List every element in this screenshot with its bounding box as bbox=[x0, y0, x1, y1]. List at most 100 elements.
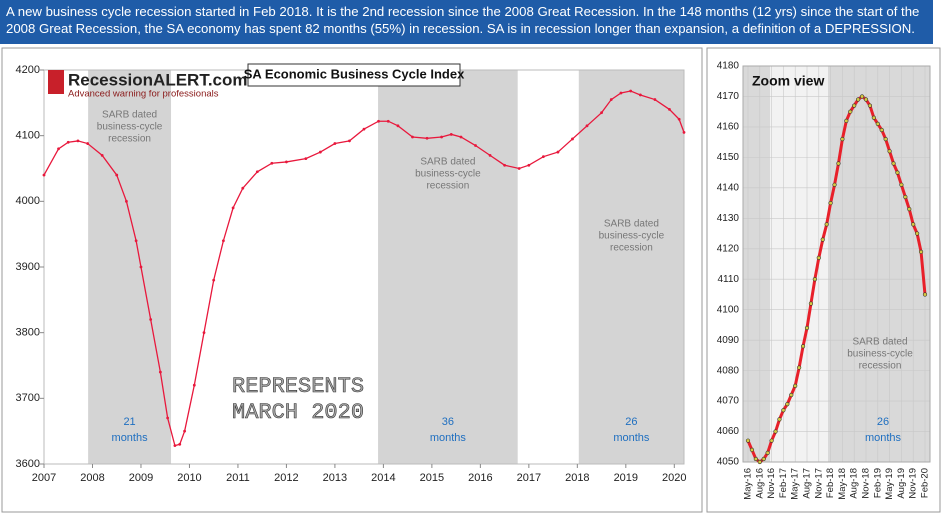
point bbox=[42, 173, 46, 177]
point bbox=[556, 150, 560, 154]
point bbox=[440, 135, 443, 139]
x-tick-label: May-18 bbox=[837, 468, 848, 500]
point bbox=[653, 98, 657, 101]
plot-frame bbox=[742, 65, 931, 463]
point bbox=[173, 444, 177, 448]
x-tick-label: Nov-18 bbox=[861, 468, 872, 499]
point bbox=[677, 117, 681, 121]
point bbox=[221, 239, 225, 243]
point bbox=[895, 170, 900, 175]
x-tick-label: Feb-18 bbox=[825, 468, 836, 498]
recession-label: business-cycle bbox=[415, 169, 481, 180]
series-line bbox=[746, 94, 927, 464]
y-tick-label: 4100 bbox=[16, 130, 40, 142]
point bbox=[812, 277, 817, 282]
recession-unit: months bbox=[430, 432, 467, 444]
recession-label: recession bbox=[859, 361, 902, 372]
point bbox=[619, 91, 623, 95]
point bbox=[856, 97, 861, 102]
recession-months: 26 bbox=[625, 416, 637, 428]
point bbox=[668, 108, 671, 111]
title-box bbox=[247, 63, 461, 87]
point bbox=[844, 118, 849, 123]
point bbox=[270, 161, 274, 165]
point bbox=[840, 137, 845, 142]
point bbox=[202, 331, 206, 335]
series-line bbox=[43, 90, 685, 447]
recession-shade bbox=[88, 70, 172, 464]
point bbox=[804, 325, 810, 331]
logo: RecessionALERT.com bbox=[68, 70, 248, 89]
point bbox=[761, 456, 766, 462]
point bbox=[911, 222, 916, 227]
point bbox=[449, 132, 453, 136]
point bbox=[527, 163, 531, 167]
y-tick-label: 4050 bbox=[717, 457, 740, 468]
recession-label: recession bbox=[610, 243, 653, 254]
x-tick-label: Feb-17 bbox=[778, 468, 789, 498]
point bbox=[797, 365, 802, 370]
point bbox=[386, 119, 390, 123]
x-tick-label: 2007 bbox=[32, 472, 56, 484]
recession-label: business-cycle bbox=[599, 231, 665, 242]
x-tick-label: 2011 bbox=[226, 472, 250, 484]
point bbox=[867, 103, 873, 108]
point bbox=[765, 450, 770, 455]
point bbox=[824, 222, 829, 227]
point bbox=[773, 429, 778, 434]
point bbox=[899, 182, 904, 187]
point bbox=[749, 447, 755, 452]
point bbox=[348, 139, 351, 143]
point bbox=[638, 93, 642, 97]
point bbox=[879, 127, 884, 133]
y-tick-label: 4090 bbox=[717, 335, 740, 346]
point bbox=[125, 199, 128, 203]
point bbox=[57, 147, 60, 151]
point bbox=[793, 383, 798, 388]
x-tick-label: 2016 bbox=[468, 472, 492, 484]
point bbox=[808, 301, 814, 306]
x-tick-label: 2009 bbox=[129, 472, 153, 484]
x-tick-label: 2020 bbox=[662, 472, 686, 484]
point bbox=[903, 194, 908, 200]
main-chart: SARB datedbusiness-cyclerecession21month… bbox=[16, 63, 687, 484]
point bbox=[875, 121, 880, 126]
x-tick-label: May-16 bbox=[743, 468, 754, 500]
x-tick-label: May-17 bbox=[790, 468, 801, 500]
y-tick-label: 4120 bbox=[717, 243, 740, 254]
zoom-chart: 4050 4060 4070 4080 4090 4100 4110 4120 4130 4140… bbox=[717, 61, 931, 500]
point bbox=[115, 173, 119, 177]
point bbox=[100, 153, 104, 157]
recession-months: 36 bbox=[442, 416, 454, 428]
recession-months: 26 bbox=[877, 416, 889, 428]
y-tick-label: 4150 bbox=[717, 152, 740, 163]
point bbox=[517, 167, 521, 170]
recession-label: SARB dated bbox=[604, 219, 659, 230]
y-tick-label: 3600 bbox=[16, 458, 40, 470]
point bbox=[915, 231, 920, 236]
point bbox=[158, 370, 162, 374]
y-tick-label: 4070 bbox=[717, 396, 740, 407]
point bbox=[411, 135, 414, 139]
y-tick-label: 3800 bbox=[16, 327, 40, 339]
point bbox=[757, 459, 762, 465]
point bbox=[192, 383, 196, 387]
x-tick-label: Aug-17 bbox=[802, 468, 813, 499]
y-tick-label: 3900 bbox=[16, 261, 40, 273]
point bbox=[629, 89, 633, 93]
point bbox=[753, 456, 758, 462]
recession-unit: months bbox=[112, 432, 149, 444]
point bbox=[333, 142, 337, 145]
point bbox=[745, 438, 751, 443]
x-tick-label: 2017 bbox=[517, 472, 541, 484]
point bbox=[541, 155, 545, 159]
zoom-shade bbox=[743, 66, 770, 462]
y-tick-label: 4200 bbox=[16, 64, 40, 76]
x-tick-label: Aug-18 bbox=[849, 468, 860, 499]
chart-title: SA Economic Business Cycle Index bbox=[244, 66, 465, 81]
x-tick-label: 2008 bbox=[80, 472, 104, 484]
recession-shade bbox=[578, 70, 684, 464]
point bbox=[285, 160, 288, 164]
